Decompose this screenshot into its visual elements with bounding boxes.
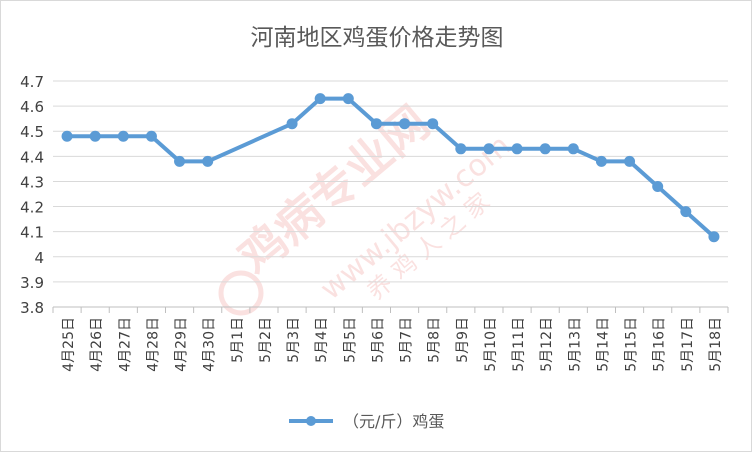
y-tick-label: 4.7	[20, 73, 44, 91]
x-tick-label: 4月25日	[61, 317, 77, 372]
legend-label: （元/斤）鸡蛋	[343, 412, 444, 431]
y-tick-label: 4.2	[20, 199, 44, 217]
x-tick-label: 5月13日	[567, 317, 583, 372]
data-point	[680, 206, 692, 218]
y-tick-label: 4.3	[20, 173, 44, 191]
data-point	[539, 143, 551, 155]
x-tick-label: 5月11日	[511, 317, 527, 372]
x-tick-label: 5月8日	[427, 317, 443, 363]
chart-title: 河南地区鸡蛋价格走势图	[251, 25, 504, 51]
data-point	[342, 93, 354, 105]
data-point	[483, 143, 495, 155]
y-tick-label: 4	[34, 249, 44, 267]
series-line	[67, 96, 716, 239]
data-point	[708, 231, 720, 243]
x-tick-label: 5月6日	[370, 317, 386, 363]
x-tick-label: 5月17日	[680, 317, 696, 372]
data-point	[427, 118, 439, 130]
data-point	[61, 130, 73, 142]
data-point	[624, 155, 636, 167]
data-point	[652, 180, 664, 192]
series	[61, 93, 720, 243]
data-point	[117, 130, 129, 142]
y-tick-label: 4.1	[20, 224, 44, 242]
data-point	[286, 118, 298, 130]
watermark-logo-icon	[218, 270, 264, 316]
x-tick-label: 4月30日	[202, 317, 218, 372]
data-point	[145, 130, 157, 142]
y-tick-label: 4.6	[20, 98, 44, 116]
x-tick-label: 5月16日	[652, 317, 668, 372]
y-tick-label: 4.5	[20, 123, 44, 141]
data-point	[89, 130, 101, 142]
x-tick-label: 5月18日	[708, 317, 724, 372]
x-tick-label: 5月10日	[483, 317, 499, 372]
y-axis: 3.8 3.9 4 4.1 4.2 4.3 4.4 4.5 4.6 4.7	[20, 73, 44, 317]
x-tick-label: 4月26日	[89, 317, 105, 372]
x-tick-label: 5月9日	[455, 317, 471, 363]
data-point	[202, 155, 214, 167]
x-tick-label: 5月15日	[624, 317, 640, 372]
x-tick-label: 5月7日	[399, 317, 415, 363]
data-point	[595, 155, 607, 167]
data-point	[174, 155, 186, 167]
data-point	[314, 93, 326, 105]
x-axis: 4月25日 4月26日 4月27日 4月28日 4月29日 4月30日 5月1日 5月2日 5月…	[52, 307, 729, 372]
data-point	[399, 118, 411, 130]
x-tick-label: 5月1日	[230, 317, 246, 363]
data-point	[455, 143, 467, 155]
x-tick-label: 5月12日	[539, 317, 555, 372]
x-tick-label: 4月28日	[145, 317, 161, 372]
legend-marker-swatch	[306, 416, 316, 426]
x-tick-label: 4月27日	[117, 317, 133, 372]
watermark: 鸡病专业网 www.jbzyw.com 养 鸡 人 之 家	[218, 95, 517, 316]
x-tick-label: 5月3日	[286, 317, 302, 363]
legend: （元/斤）鸡蛋	[289, 412, 444, 431]
x-tick-label: 5月14日	[595, 317, 611, 372]
x-tick-label: 5月5日	[342, 317, 358, 363]
y-tick-label: 3.9	[20, 274, 44, 292]
x-tick-label: 5月2日	[258, 317, 274, 363]
y-tick-label: 4.4	[20, 148, 44, 166]
data-point	[370, 118, 382, 130]
y-tick-label: 3.8	[20, 299, 44, 317]
x-tick-label: 4月29日	[174, 317, 190, 372]
x-tick-label: 5月4日	[314, 317, 330, 363]
data-point	[567, 143, 579, 155]
data-point	[511, 143, 523, 155]
